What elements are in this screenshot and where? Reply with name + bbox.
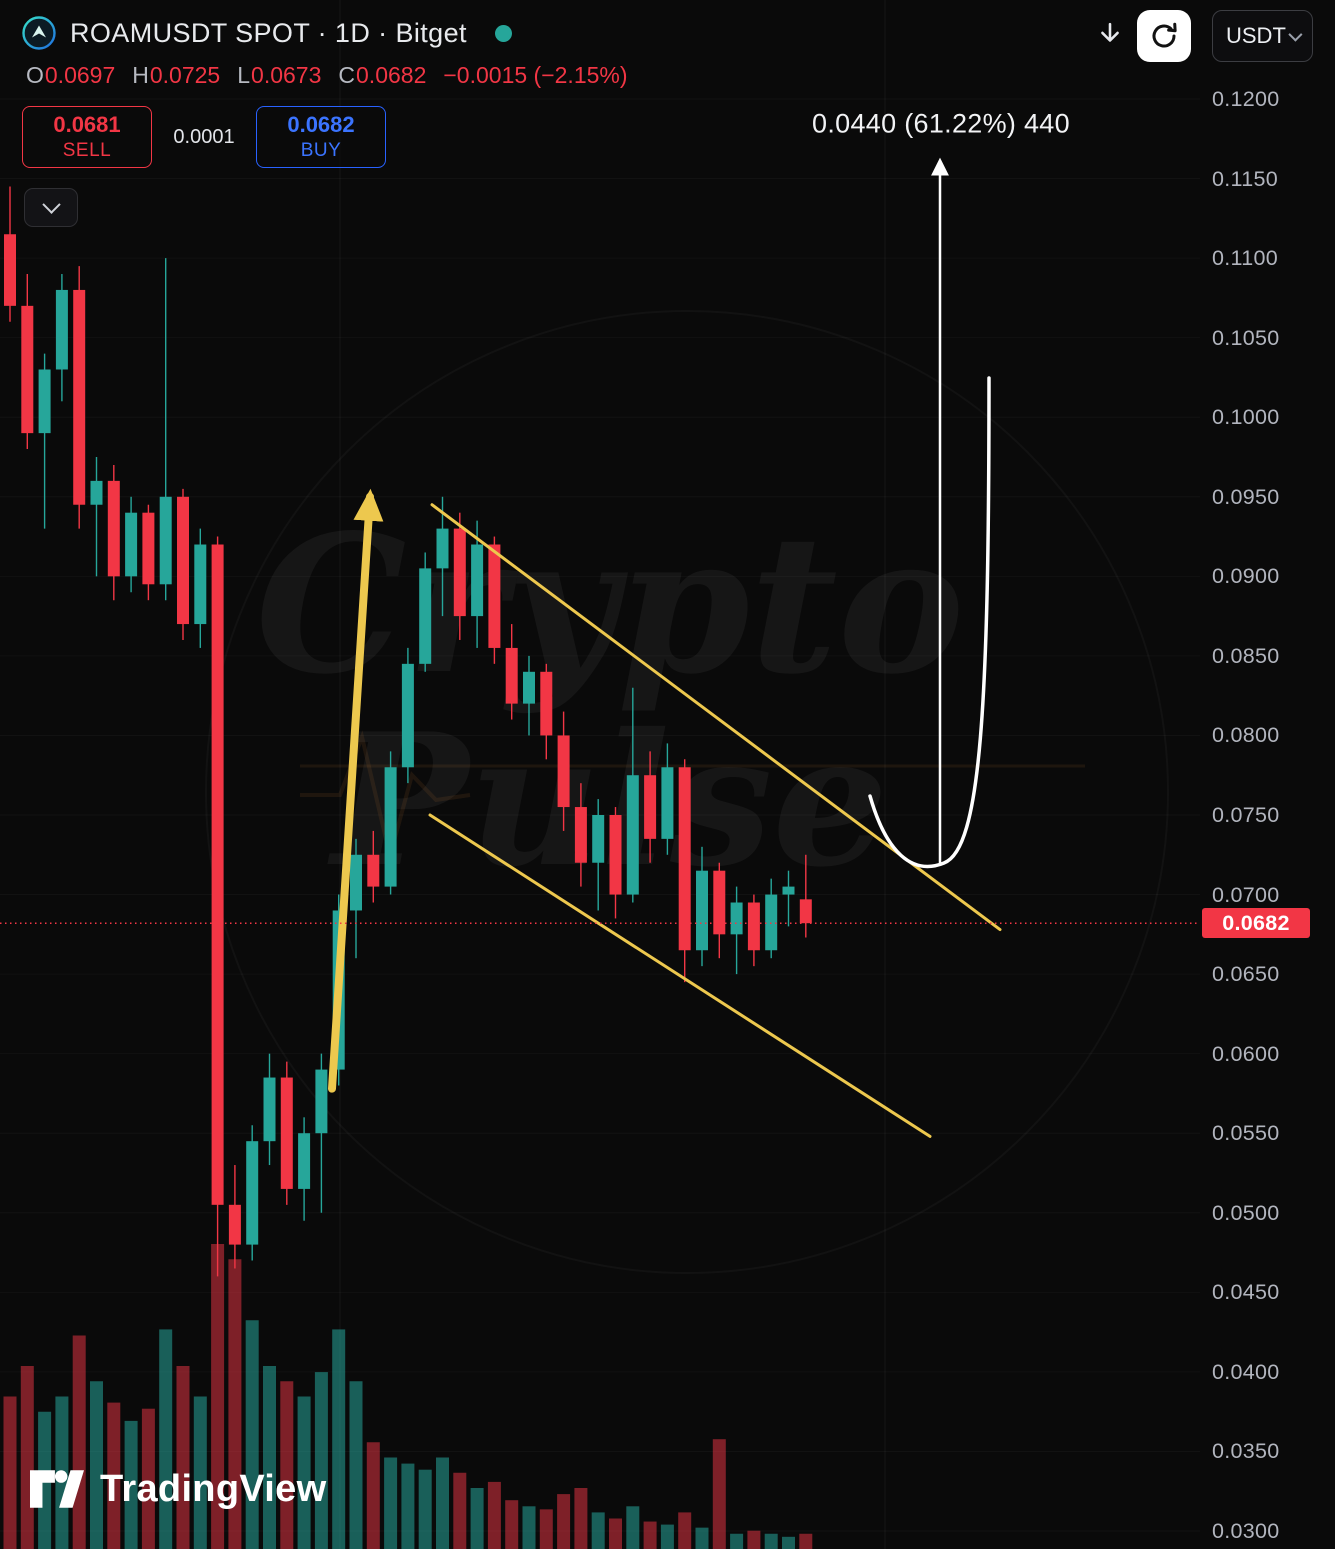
grid-lines bbox=[339, 0, 886, 1549]
candles bbox=[4, 186, 812, 1277]
chevron-down-icon bbox=[1288, 27, 1303, 42]
price-axis-label: 0.0800 bbox=[1212, 723, 1280, 748]
symbol-header: ROAMUSDT SPOT · 1D · Bitget bbox=[22, 16, 512, 50]
symbol-logo-icon bbox=[22, 16, 56, 50]
ohlc-readout: O0.0697 H0.0725 L0.0673 C0.0682 −0.0015 … bbox=[26, 62, 628, 89]
price-axis-label: 0.0850 bbox=[1212, 643, 1280, 668]
sell-price: 0.0681 bbox=[53, 112, 121, 137]
price-axis-label: 0.0550 bbox=[1212, 1121, 1280, 1146]
price-axis-label: 0.1100 bbox=[1212, 246, 1278, 271]
trade-panel: 0.0681 SELL 0.0001 0.0682 BUY bbox=[22, 106, 386, 168]
price-axis-label: 0.1000 bbox=[1212, 405, 1280, 430]
download-button[interactable] bbox=[1090, 14, 1130, 60]
price-axis-label: 0.1150 bbox=[1212, 166, 1278, 191]
download-icon bbox=[1101, 22, 1119, 42]
refresh-icon bbox=[1152, 22, 1177, 48]
close-value: 0.0682 bbox=[356, 62, 427, 88]
price-axis-label: 0.0900 bbox=[1212, 564, 1280, 589]
tradingview-logo-icon bbox=[30, 1470, 84, 1508]
high-value: 0.0725 bbox=[149, 62, 221, 88]
chevron-down-icon bbox=[41, 195, 61, 214]
buy-label: BUY bbox=[300, 140, 342, 161]
price-axis-label: 0.0700 bbox=[1212, 882, 1280, 907]
measurement-label: 0.0440 (61.22%) 440 bbox=[812, 108, 1070, 139]
low-value: 0.0673 bbox=[251, 62, 322, 88]
low-label: L bbox=[237, 62, 251, 88]
symbol-title[interactable]: ROAMUSDT SPOT · 1D · Bitget bbox=[70, 17, 467, 48]
spread-value: 0.0001 bbox=[173, 125, 235, 148]
price-axis-label: 0.0450 bbox=[1212, 1280, 1280, 1305]
price-axis[interactable]: 0.0682 0.1200 0.1150 0.1100 0.1050 0.1000 0.0… bbox=[1200, 0, 1335, 1549]
refresh-button[interactable] bbox=[1137, 10, 1191, 62]
watermark-heartbeat bbox=[300, 730, 1085, 857]
price-axis-label: 0.0500 bbox=[1212, 1200, 1280, 1225]
currency-label: USDT bbox=[1226, 23, 1286, 48]
price-axis-label: 0.0400 bbox=[1212, 1359, 1280, 1384]
collapse-panel-button[interactable] bbox=[24, 188, 78, 227]
price-axis-label: 0.0600 bbox=[1212, 1041, 1280, 1066]
open-value: 0.0697 bbox=[44, 62, 116, 88]
currency-dropdown[interactable]: USDT bbox=[1212, 10, 1313, 62]
tradingview-brand-text: TradingView bbox=[100, 1467, 327, 1510]
price-axis-label: 0.0650 bbox=[1212, 962, 1280, 987]
tradingview-logo[interactable]: TradingView bbox=[30, 1466, 326, 1512]
price-axis-label: 0.0950 bbox=[1212, 484, 1280, 509]
price-axis-label: 0.1050 bbox=[1212, 325, 1280, 350]
price-axis-label: 0.0750 bbox=[1212, 803, 1280, 827]
buy-button[interactable]: 0.0682 BUY bbox=[256, 106, 386, 168]
buy-price: 0.0682 bbox=[287, 112, 355, 137]
sell-label: SELL bbox=[62, 140, 112, 161]
price-axis-label: 0.0350 bbox=[1212, 1439, 1280, 1464]
close-label: C bbox=[338, 62, 356, 88]
price-axis-label: 0.1200 bbox=[1212, 87, 1280, 111]
price-axis-label: 0.0300 bbox=[1212, 1519, 1280, 1543]
high-label: H bbox=[132, 62, 149, 88]
open-label: O bbox=[26, 62, 44, 88]
last-price-badge: 0.0682 bbox=[1202, 908, 1310, 939]
sell-button[interactable]: 0.0681 SELL bbox=[22, 106, 152, 168]
chart-drawings[interactable] bbox=[0, 157, 1200, 1138]
change-value: −0.0015 (−2.15%) bbox=[443, 62, 628, 88]
market-open-dot-icon bbox=[494, 24, 512, 42]
